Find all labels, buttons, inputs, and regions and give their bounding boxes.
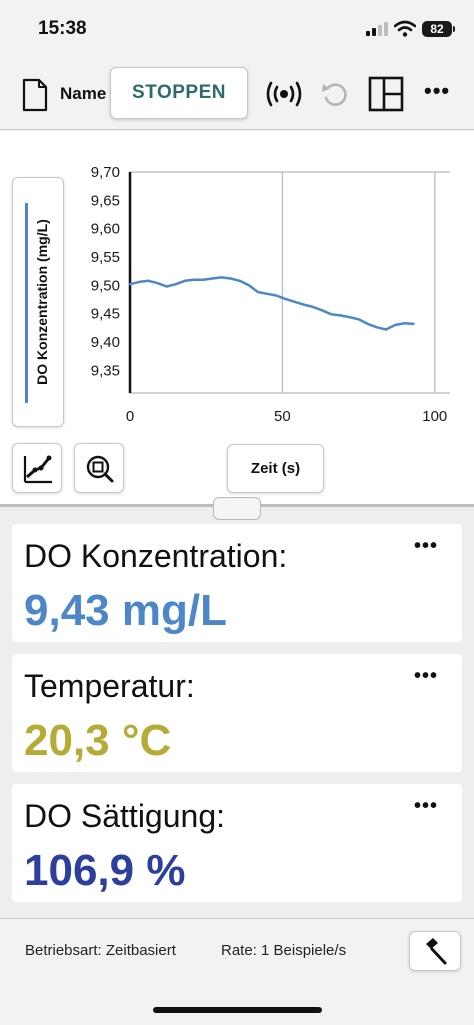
toolbar: Name STOPPEN ••• [0, 58, 474, 130]
wifi-icon [394, 20, 416, 37]
status-bar: 15:38 82 [0, 0, 474, 58]
hammer-icon [426, 938, 447, 965]
document-icon[interactable] [22, 78, 48, 112]
graph-tools-icon [23, 455, 52, 484]
name-label[interactable]: Name [60, 84, 107, 103]
graph-tools-button[interactable] [12, 443, 62, 493]
layout-icon[interactable] [368, 76, 404, 112]
meter-title: DO Sättigung: [24, 798, 225, 834]
y-tick-label: 9,40 [91, 334, 120, 351]
meter-more-icon[interactable]: ••• [413, 665, 438, 687]
y-tick-label: 9,50 [91, 277, 120, 294]
home-indicator [153, 1007, 322, 1013]
series-color-swatch [25, 203, 28, 403]
y-tick-label: 9,55 [91, 249, 120, 266]
meter-value: 20,3 °C [24, 716, 172, 765]
mode-text: Betriebsart: Zeitbasiert [25, 942, 176, 959]
line-chart[interactable]: 9,35 9,40 9,45 9,50 9,55 9,60 9,65 9,70 0 50 100 [66, 161, 466, 431]
y-tick-label: 9,45 [91, 306, 120, 323]
y-tick-label: 9,70 [91, 164, 120, 181]
zoom-button[interactable] [74, 443, 124, 493]
meter-more-icon[interactable]: ••• [413, 535, 438, 557]
rate-text: Rate: 1 Beispiele/s [221, 942, 347, 959]
broadcast-icon[interactable] [264, 78, 304, 110]
footer: Betriebsart: Zeitbasiert Rate: 1 Beispie… [0, 918, 474, 1025]
graph-panel: DO Konzentration (mg/L) 9,35 9,40 9,45 9,50… [0, 131, 474, 507]
meter-card-do-saturation: DO Sättigung: 106,9 % ••• [12, 784, 462, 902]
y-tick-label: 9,65 [91, 192, 120, 209]
meter-value: 9,43 mg/L [24, 586, 227, 635]
y-tick-label: 9,35 [91, 362, 120, 379]
series-line [128, 276, 415, 331]
x-tick-label: 50 [274, 408, 291, 425]
meter-more-icon[interactable]: ••• [413, 795, 438, 817]
x-tick-label: 100 [422, 408, 447, 425]
meter-card-temperature: Temperatur: 20,3 °C ••• [12, 654, 462, 772]
cellular-signal-icon [366, 22, 388, 36]
y-tick-label: 9,60 [91, 221, 120, 238]
status-time: 15:38 [38, 18, 87, 39]
battery-indicator: 82 [422, 21, 452, 37]
meter-title: DO Konzentration: [24, 538, 288, 574]
x-tick-label: 0 [126, 408, 134, 425]
undo-icon[interactable] [320, 78, 350, 110]
y-axis-label: DO Konzentration (mg/L) [34, 219, 50, 385]
settings-button[interactable] [409, 931, 461, 971]
more-options-icon[interactable]: ••• [424, 78, 451, 103]
zoom-icon [86, 455, 114, 483]
panel-resize-handle[interactable] [213, 497, 261, 520]
battery-tip [453, 26, 455, 32]
y-axis-selector-button[interactable]: DO Konzentration (mg/L) [12, 177, 64, 427]
meter-card-do-concentration: DO Konzentration: 9,43 mg/L ••• [12, 524, 462, 642]
stop-button[interactable]: STOPPEN [110, 67, 248, 119]
x-axis-selector-button[interactable]: Zeit (s) [227, 444, 324, 493]
meter-value: 106,9 % [24, 846, 186, 895]
meter-title: Temperatur: [24, 668, 195, 704]
